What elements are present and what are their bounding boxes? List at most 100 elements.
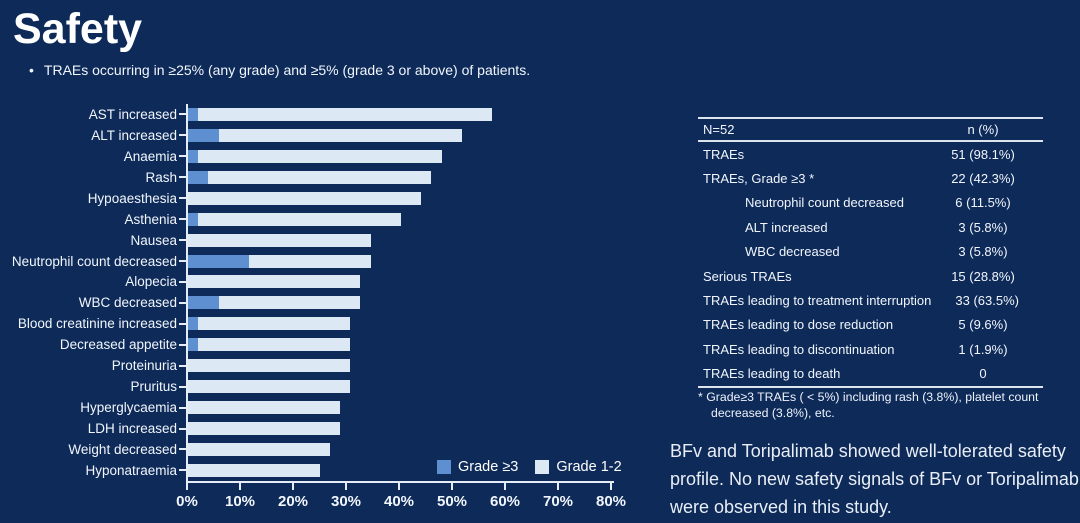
- category-label: Anaemia: [123, 148, 177, 164]
- chart-row: Proteinuria: [0, 355, 612, 377]
- x-axis-tick-label: 30%: [330, 493, 362, 510]
- bar-track: [179, 187, 610, 209]
- grade12-bar-segment: [188, 191, 422, 205]
- bar-track: [179, 104, 610, 125]
- table-row-value: 3 (5.8%): [958, 219, 1008, 235]
- table-header-npct: n (%): [967, 122, 999, 137]
- category-label: Blood creatinine increased: [17, 316, 177, 332]
- table-row: Neutrophil count decreased 6 (11.5%): [698, 191, 1043, 215]
- table-row: TRAEs leading to death 0: [698, 362, 1043, 386]
- x-axis-tick: [345, 483, 347, 490]
- table-header-n52: N=52: [703, 122, 735, 137]
- category-label: ALT increased: [91, 127, 177, 143]
- x-axis-labels: 0% 10% 20% 30% 40% 50% 60% 70% 80%: [176, 493, 626, 513]
- x-axis-tick-label: 80%: [595, 493, 627, 510]
- bar-track: [179, 313, 610, 335]
- grade12-bar-segment: [188, 401, 340, 415]
- chart-row: Decreased appetite: [0, 334, 612, 356]
- table-body: TRAEs 51 (98.1%) TRAEs, Grade ≥3 * 22 (42.3…: [698, 142, 1043, 388]
- grade12-bar-segment: [208, 170, 432, 184]
- grade12-bar-segment: [198, 212, 402, 226]
- table-row-label: TRAEs leading to treatment interruption: [703, 293, 932, 309]
- table-row-value: 33 (63.5%): [955, 293, 1019, 309]
- table-row-label: TRAEs leading to dose reduction: [703, 317, 894, 333]
- category-label: Rash: [145, 169, 177, 185]
- legend-label-grade3: Grade ≥3: [458, 459, 519, 475]
- bar-track: [179, 459, 610, 481]
- chart-row: Blood creatinine increased: [0, 313, 612, 335]
- chart-row: Anaemia: [0, 145, 612, 167]
- grade12-bar-segment: [198, 338, 350, 352]
- x-axis-tick: [398, 483, 400, 490]
- grade3-bar-segment: [188, 317, 199, 331]
- table-row-value: 3 (5.8%): [958, 244, 1008, 260]
- category-label: Hyponatraemia: [85, 462, 177, 478]
- legend-item-grade12: Grade 1-2: [535, 459, 622, 475]
- grade12-bar-segment: [188, 233, 371, 247]
- chart-row: Neutrophil count decreased: [0, 250, 612, 272]
- x-axis-tick: [557, 483, 559, 490]
- category-label: Decreased appetite: [59, 337, 177, 353]
- table-row: TRAEs 51 (98.1%): [698, 142, 1043, 166]
- table-row-label: Neutrophil count decreased: [745, 195, 904, 211]
- table-row-value: 15 (28.8%): [951, 268, 1015, 284]
- bullet-text: TRAEs occurring in ≥25% (any grade) and …: [43, 62, 531, 78]
- x-axis-tick-label: 60%: [489, 493, 521, 510]
- grade12-bar-segment: [188, 442, 330, 456]
- table-row: Serious TRAEs 15 (28.8%): [698, 264, 1043, 288]
- page-title: Safety: [13, 5, 143, 53]
- bar-track: [179, 418, 610, 439]
- bar-track: [179, 271, 610, 293]
- bar-track: [179, 292, 610, 314]
- table-row-label: WBC decreased: [745, 244, 840, 260]
- grade3-bar-segment: [188, 296, 219, 310]
- category-label: Hyperglycaemia: [80, 400, 177, 416]
- category-label: AST increased: [88, 106, 177, 122]
- category-label: Hypoaesthesia: [87, 190, 177, 206]
- grade3-bar-segment: [188, 170, 209, 184]
- x-axis-tick: [451, 483, 453, 490]
- table-row-value: 0: [979, 366, 987, 382]
- legend-label-grade12: Grade 1-2: [556, 459, 622, 475]
- x-axis-tick-label: 50%: [436, 493, 468, 510]
- chart-legend: Grade ≥3 Grade 1-2: [437, 459, 622, 475]
- x-axis-tick: [186, 483, 188, 490]
- table-row-value: 1 (1.9%): [958, 341, 1008, 357]
- table-row-label: TRAEs leading to discontinuation: [703, 341, 895, 357]
- x-axis-tick-label: 40%: [383, 493, 415, 510]
- x-axis-line: [186, 481, 614, 490]
- chart-row: Rash: [0, 166, 612, 188]
- grade12-bar-segment: [218, 128, 463, 142]
- chart-row: WBC decreased: [0, 292, 612, 314]
- category-label: Pruritus: [130, 379, 177, 395]
- chart-rows: AST increased ALT increased Anaemia Rash Hyp…: [0, 104, 612, 481]
- x-axis-tick: [610, 483, 612, 490]
- category-label: WBC decreased: [78, 295, 177, 311]
- chart-row: Nausea: [0, 229, 612, 251]
- x-axis-tick-label: 0%: [176, 493, 198, 510]
- grade12-bar-segment: [188, 359, 351, 373]
- x-axis-tick-label: 10%: [224, 493, 256, 510]
- legend-item-grade3: Grade ≥3: [437, 459, 518, 475]
- chart-row: ALT increased: [0, 124, 612, 146]
- chart-row: Pruritus: [0, 376, 612, 398]
- table-row-value: 51 (98.1%): [951, 146, 1015, 162]
- grade3-swatch-icon: [437, 460, 451, 474]
- bar-track: [179, 355, 610, 377]
- grade3-bar-segment: [188, 212, 199, 226]
- x-axis-tick: [239, 483, 241, 490]
- category-label: Weight decreased: [68, 441, 177, 457]
- chart-row: Weight decreased: [0, 439, 612, 460]
- bar-track: [179, 334, 610, 356]
- safety-summary-table: N=52 n (%) TRAEs 51 (98.1%) TRAEs, Grade ≥…: [698, 117, 1043, 388]
- category-label: Proteinuria: [111, 358, 177, 374]
- grade12-bar-segment: [188, 275, 361, 289]
- chart-row: Asthenia: [0, 208, 612, 230]
- grade3-bar-segment: [188, 149, 199, 163]
- grade3-bar-segment: [188, 338, 199, 352]
- grade12-bar-segment: [198, 107, 493, 121]
- grade3-bar-segment: [188, 254, 249, 268]
- x-axis-tick: [504, 483, 506, 490]
- bar-track: [179, 208, 610, 230]
